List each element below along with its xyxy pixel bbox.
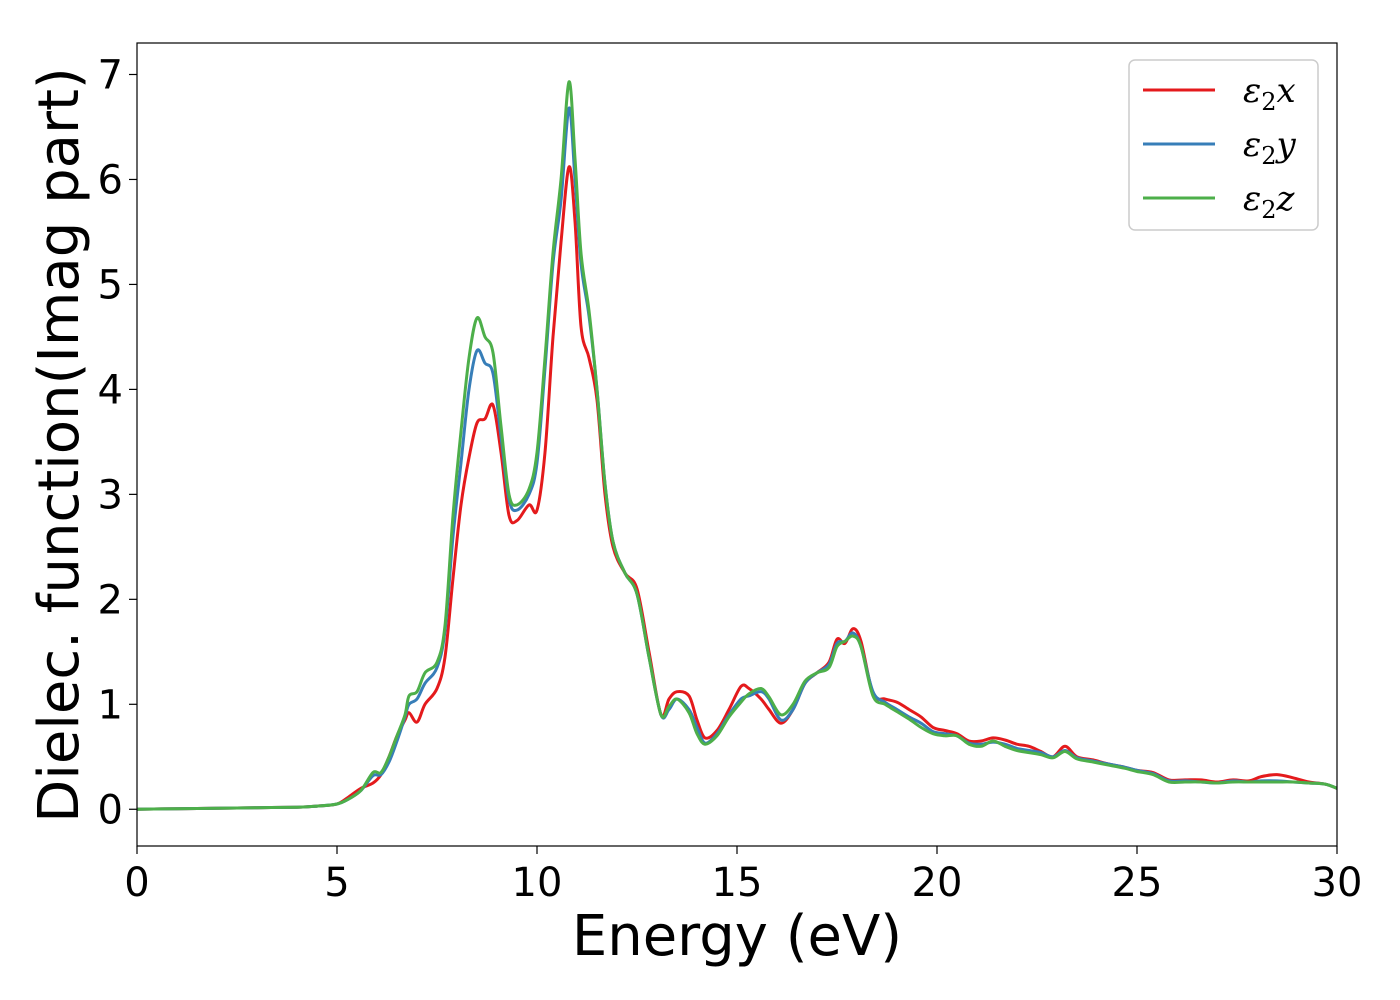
y-axis-label: Dielec. function(Imag part) — [27, 67, 92, 823]
legend-label-x: ε2x — [1243, 71, 1296, 116]
y-axis-ticks: 0 1 2 3 4 5 6 7 — [98, 52, 137, 833]
x-tick-label: 0 — [124, 860, 149, 906]
series-line-z — [137, 80, 1337, 811]
legend-box — [1128, 59, 1319, 231]
y-tick-label: 0 — [98, 787, 123, 833]
x-tick-label: 15 — [712, 860, 763, 906]
x-tick-label: 5 — [324, 860, 349, 906]
x-tick-label: 10 — [512, 860, 563, 906]
x-tick-label: 25 — [1112, 860, 1163, 906]
y-tick-label: 3 — [98, 472, 123, 518]
x-axis-ticks: 0 5 10 15 20 25 30 — [124, 846, 1362, 906]
x-axis-label: Energy (eV) — [572, 904, 902, 969]
y-tick-label: 7 — [98, 52, 123, 98]
series-layer — [137, 80, 1337, 811]
legend-label-z: ε2z — [1243, 179, 1296, 224]
y-tick-label: 4 — [98, 367, 123, 413]
x-tick-label: 30 — [1312, 860, 1363, 906]
y-tick-label: 6 — [98, 157, 123, 203]
y-tick-label: 2 — [98, 577, 123, 623]
y-tick-label: 5 — [98, 262, 123, 308]
legend-label-y: ε2y — [1243, 125, 1297, 170]
y-tick-label: 1 — [98, 682, 123, 728]
legend: ε2x ε2y ε2z — [1128, 59, 1319, 231]
x-tick-label: 20 — [912, 860, 963, 906]
